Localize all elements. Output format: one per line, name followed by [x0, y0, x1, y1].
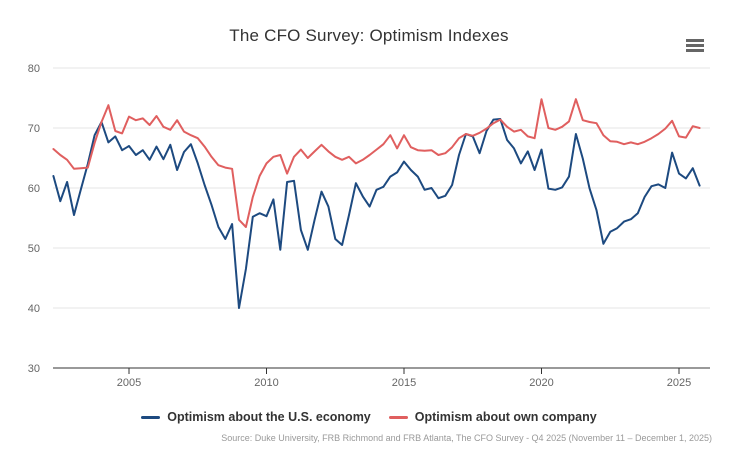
y-tick-label: 60	[28, 183, 40, 195]
source-credit: Source: Duke University, FRB Richmond an…	[221, 433, 712, 443]
series-line-own-company	[52, 98, 701, 228]
x-tick-label: 2025	[667, 377, 691, 389]
y-tick-label: 40	[28, 303, 40, 315]
x-tick-label: 2010	[254, 377, 278, 389]
x-tick-label: 2020	[529, 377, 553, 389]
y-tick-label: 50	[28, 243, 40, 255]
y-tick-label: 30	[28, 363, 40, 375]
legend-item-own-company[interactable]: Optimism about own company	[388, 410, 597, 424]
legend-label-own-company: Optimism about own company	[414, 410, 597, 424]
chart-context-menu-button[interactable]	[684, 35, 708, 55]
us-economy-line-marker	[141, 415, 161, 419]
legend-item-us-economy[interactable]: Optimism about the U.S. economy	[141, 410, 371, 424]
chart-title: The CFO Survey: Optimism Indexes	[229, 26, 509, 45]
x-tick-label: 2015	[392, 377, 416, 389]
legend-label-us-economy: Optimism about the U.S. economy	[167, 410, 371, 424]
y-tick-label: 80	[28, 63, 40, 75]
chart-legend: Optimism about the U.S. economy Optimism…	[0, 410, 738, 424]
hamburger-icon	[686, 38, 704, 42]
y-tick-label: 70	[28, 123, 40, 135]
own-company-line-marker	[388, 415, 408, 419]
x-tick-label: 2005	[117, 377, 141, 389]
series-line-us-economy	[52, 118, 701, 309]
